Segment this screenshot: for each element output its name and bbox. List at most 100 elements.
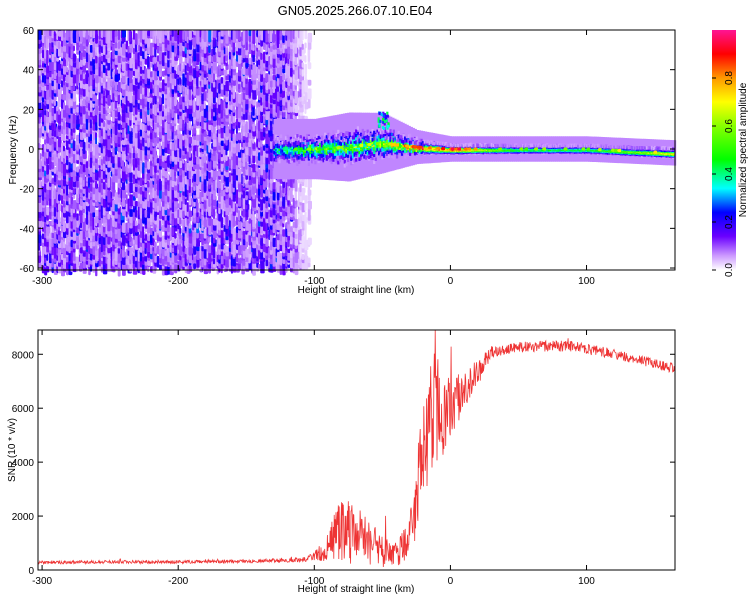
spectrogram-cell <box>107 108 111 114</box>
spectrogram-cell <box>85 45 89 53</box>
spectrogram-cell <box>76 213 79 221</box>
spectrogram-cell <box>79 214 83 224</box>
spectrogram-cell <box>129 209 134 217</box>
spectrogram-cell <box>225 246 229 252</box>
spectrogram-cell <box>63 56 66 64</box>
spectrogram-cell <box>161 141 165 150</box>
spectrogram-cell <box>58 63 62 71</box>
spectrogram-cell <box>252 163 256 173</box>
spectrogram-cell <box>95 144 99 155</box>
spectrogram-cell <box>107 57 112 64</box>
spectrogram-cell <box>245 121 248 133</box>
spectrogram-cell <box>100 168 104 180</box>
spectrogram-cell <box>107 258 112 272</box>
spectrogram-cell <box>95 54 98 64</box>
spectrogram-cell <box>252 123 256 132</box>
spectrogram-cell <box>208 237 211 243</box>
spectrogram-cell <box>150 126 152 134</box>
spectrogram-cell <box>53 167 57 174</box>
spectrogram-cell <box>122 129 125 139</box>
spectrogram-cell <box>38 146 41 160</box>
spectrogram-cell <box>92 212 96 218</box>
spectrogram-cell <box>79 230 84 241</box>
spectrogram-cell <box>137 132 140 139</box>
spectrogram-cell <box>49 30 53 37</box>
spectrogram-cell <box>129 194 134 207</box>
spectrogram-cell <box>102 114 106 121</box>
spectrogram-cell <box>179 96 183 105</box>
spectrogram-cell <box>154 30 157 44</box>
spectrogram-cell <box>102 63 106 74</box>
spectrogram-cell <box>114 79 118 91</box>
spectrogram-cell <box>58 99 62 107</box>
spectrogram-cell <box>122 166 126 172</box>
spectrogram-cell <box>201 233 204 239</box>
spectrogram-cell <box>156 85 160 99</box>
spectrogram-cell <box>46 206 50 213</box>
spectrogram-cell <box>38 126 42 138</box>
spectrogram-cell <box>252 64 256 74</box>
spectrogram-cell <box>85 161 89 169</box>
spectrogram-cell <box>161 105 165 112</box>
spectrogram-cell <box>92 228 95 236</box>
spectrogram-cell <box>92 118 96 125</box>
spectrogram-cell <box>112 71 115 78</box>
spectrogram-cell <box>102 30 107 38</box>
spectrogram-cell <box>112 107 116 118</box>
spectrogram-cell <box>212 81 216 88</box>
spectrogram-cell <box>122 43 126 56</box>
spectrogram-cell <box>159 30 162 39</box>
spectrogram-cell <box>242 153 246 167</box>
spectrogram-cell <box>82 213 85 223</box>
spectrogram-cell <box>212 248 216 259</box>
spectrogram-cell <box>95 68 99 76</box>
spectrogram-cell <box>188 30 192 41</box>
spectrogram-cell <box>92 49 95 58</box>
spectrogram-cell <box>95 99 100 106</box>
spectrogram-cell <box>122 256 126 265</box>
spectrogram-cell <box>256 79 259 89</box>
spectrogram-cell <box>70 30 73 44</box>
spectrogram-cell <box>171 30 174 37</box>
spectrogram-cell <box>142 30 145 40</box>
spectrogram-cell <box>68 92 71 100</box>
spectrogram-cell <box>51 107 55 117</box>
spectrogram-cell <box>44 110 47 116</box>
spectrogram-cell <box>142 60 145 71</box>
spectrogram-cell <box>53 31 56 37</box>
spectrogram-cell <box>88 143 91 149</box>
spectrogram-cell <box>92 205 96 213</box>
spectrogram-cell <box>220 216 223 224</box>
spectrogram-cell <box>248 217 252 224</box>
spectrogram-cell <box>265 30 268 43</box>
spectrogram-cell <box>107 148 112 158</box>
spectrogram-cell <box>134 209 137 218</box>
spectrogram-cell <box>112 100 116 111</box>
spectrogram-cell <box>199 84 202 96</box>
spectrogram-cell <box>248 234 251 240</box>
spectrogram-cell <box>129 172 133 183</box>
spectrogram-cell <box>263 51 266 64</box>
spectrogram-cell <box>150 160 153 166</box>
spectrogram-cell <box>252 246 257 259</box>
spectrogram-cell <box>107 213 111 220</box>
spectrogram-cell <box>188 223 191 229</box>
spectrogram-cell <box>208 144 211 153</box>
spectrogram-cell <box>92 110 95 117</box>
spectrogram-cell <box>225 30 229 44</box>
spectrogram-cell <box>258 263 261 269</box>
spectrogram-cell <box>144 234 148 241</box>
spectrogram-cell <box>63 219 66 233</box>
spectrogram-cell <box>127 218 130 224</box>
spectrogram-cell <box>82 104 86 115</box>
spectrogram-cell <box>156 136 159 144</box>
spectrogram-cell <box>122 84 126 90</box>
spectrogram-cell <box>105 236 108 247</box>
spectrogram-cell <box>238 197 242 207</box>
spectrogram-cell <box>134 220 137 227</box>
spectrogram-cell <box>182 73 185 86</box>
spectrogram-cell <box>122 232 125 239</box>
